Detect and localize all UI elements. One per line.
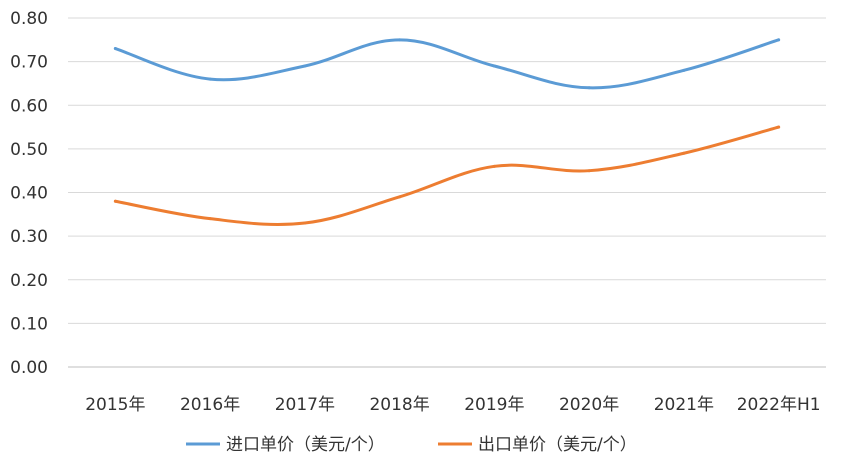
legend-label: 出口单价（美元/个） [478,435,637,455]
y-axis-ticks: 0.00 0.10 0.20 0.30 0.40 0.50 0.60 0.70 0.80 [10,9,48,378]
data-point [777,38,781,42]
x-tick-label: 2017年 [275,395,335,415]
gridlines [68,17,826,368]
series-lines [113,38,781,227]
data-point [777,125,781,129]
data-point [113,47,117,51]
y-tick-label: 0.20 [10,271,48,291]
series-line-1 [113,38,781,90]
data-point [492,64,496,68]
data-point [587,169,591,173]
x-tick-label: 2016年 [180,395,240,415]
legend: 进口单价（美元/个） 出口单价（美元/个） [186,435,637,455]
y-tick-label: 0.80 [10,9,48,29]
data-point [682,151,686,155]
x-tick-label: 2019年 [464,395,524,415]
x-axis-ticks: 2015年 2016年 2017年 2018年 2019年 2020年 2021年 2022年… [85,395,820,415]
data-point [303,64,307,68]
x-tick-label: 2022年H1 [737,395,821,415]
data-point [587,86,591,90]
data-point [303,221,307,225]
legend-label: 进口单价（美元/个） [226,435,385,455]
y-tick-label: 0.40 [10,184,48,204]
y-tick-label: 0.30 [10,227,48,247]
x-tick-label: 2015年 [85,395,145,415]
data-point [113,199,117,203]
data-point [398,195,402,199]
data-point [208,77,212,81]
x-tick-label: 2018年 [369,395,429,415]
x-tick-label: 2021年 [654,395,714,415]
series-line-2 [113,125,781,227]
x-tick-label: 2020年 [559,395,619,415]
y-tick-label: 0.50 [10,140,48,160]
data-point [682,68,686,72]
data-point [492,164,496,168]
data-point [398,38,402,42]
y-tick-label: 0.00 [10,358,48,378]
y-tick-label: 0.60 [10,96,48,116]
y-tick-label: 0.10 [10,314,48,334]
y-tick-label: 0.70 [10,53,48,73]
data-point [208,217,212,221]
